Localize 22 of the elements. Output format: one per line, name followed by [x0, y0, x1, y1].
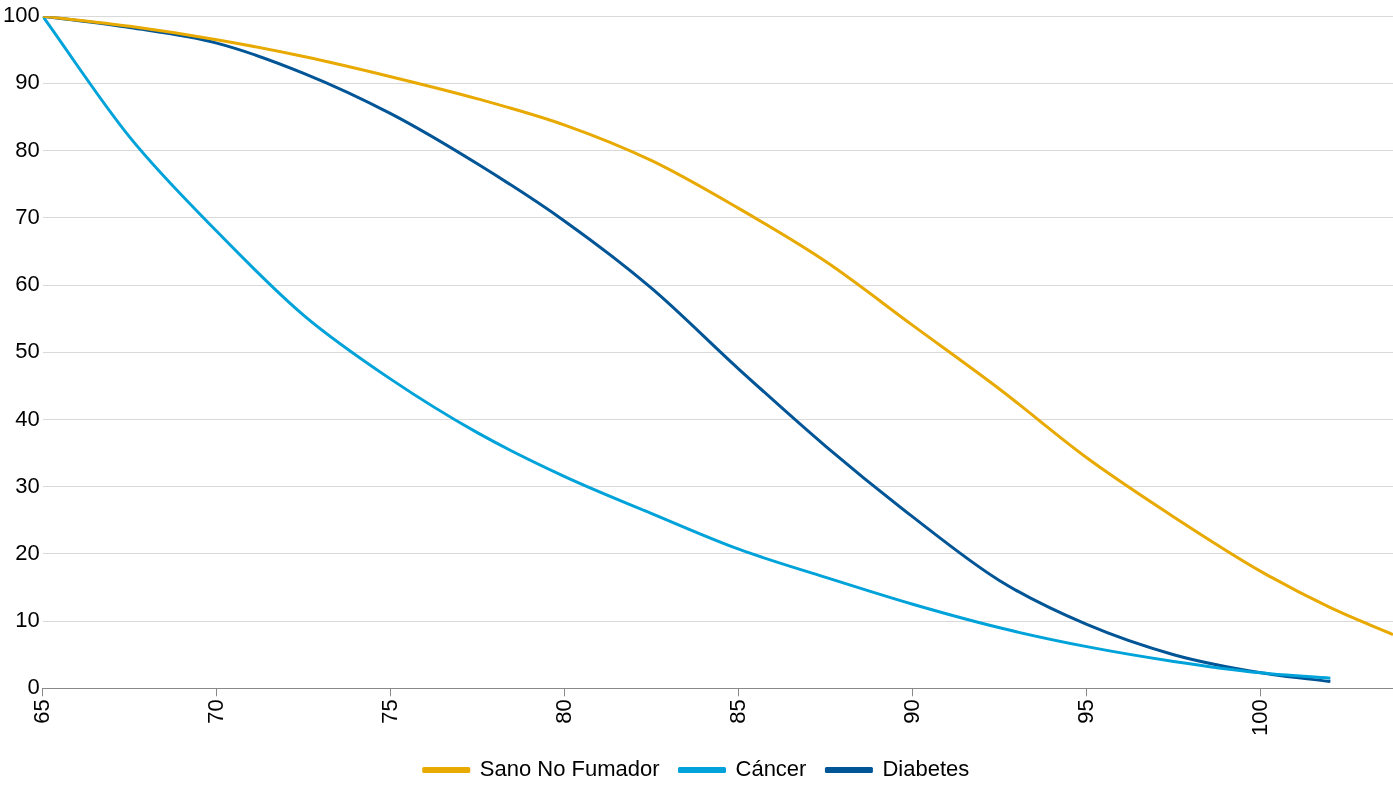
x-tick-label: 95 — [1072, 699, 1098, 724]
y-tick-label: 20 — [15, 539, 40, 565]
x-tick-label: 90 — [898, 699, 924, 724]
x-tick-label: 85 — [724, 699, 750, 724]
legend-label: Cáncer — [735, 756, 807, 782]
y-tick-label: 90 — [15, 69, 40, 95]
y-tick-label: 10 — [15, 607, 40, 633]
legend-label: Diabetes — [882, 756, 970, 782]
y-tick-label: 70 — [15, 203, 40, 229]
x-tick-label: 100 — [1246, 699, 1272, 737]
y-tick-label: 0 — [27, 674, 40, 700]
x-tick-label: 80 — [550, 699, 576, 724]
y-tick-label: 50 — [15, 338, 40, 364]
x-tick-label: 65 — [28, 699, 54, 724]
legend-label: Sano No Fumador — [479, 756, 660, 782]
y-tick-label: 60 — [15, 271, 40, 297]
y-tick-label: 100 — [2, 2, 40, 28]
y-tick-label: 30 — [15, 472, 40, 498]
y-tick-label: 80 — [15, 136, 40, 162]
x-tick-label: 75 — [376, 699, 402, 724]
x-tick-label: 70 — [202, 699, 228, 724]
y-tick-label: 40 — [15, 405, 40, 431]
